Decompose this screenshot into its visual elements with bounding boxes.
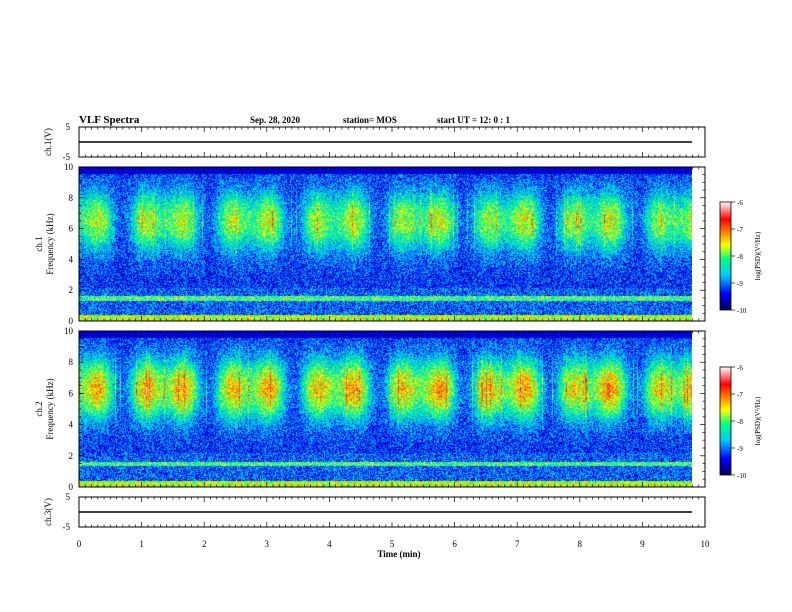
cb2ticks-label-4: -10 <box>737 472 747 480</box>
ch2-spectrogram-image <box>79 331 692 487</box>
start-time-label: start UT = 12: 0 : 1 <box>437 115 510 125</box>
ch3-waveform-ylabel: ch.3(V) <box>43 498 53 526</box>
x-tick-label-5: 5 <box>390 539 395 549</box>
spec1yticks-label-1: 2 <box>69 285 74 295</box>
x-tick-label-6: 6 <box>452 539 457 549</box>
spec2yticks-label-5: 10 <box>64 326 74 336</box>
ch1-colorbar: -6 -7 -8 -9 -10 log(PSD)(V²/Hz) <box>719 199 762 315</box>
ch2-spectrogram-ylabel-channel: ch.2Frequency (kHz) <box>34 378 55 439</box>
cb1ticks-label-3: -9 <box>737 280 743 288</box>
spec1yticks-label-2: 4 <box>69 254 74 264</box>
ch1-ytick-top: 5 <box>66 122 71 132</box>
ch1-colorbar-label: log(PSD)(V²/Hz) <box>754 231 762 280</box>
ch1-waveform-panel: 5 -5 ch.1(V) <box>43 122 706 162</box>
x-tick-label-4: 4 <box>327 539 332 549</box>
x-tick-label-9: 9 <box>640 539 645 549</box>
spec1yticks-label-3: 6 <box>69 224 74 234</box>
spec2yticks-label-4: 8 <box>69 357 74 367</box>
station-label: station= MOS <box>343 115 397 125</box>
ch2-colorbar: -6 -7 -8 -9 -10 log(PSD)(V²/Hz) <box>719 364 762 480</box>
cb1ticks-label-1: -7 <box>737 226 743 234</box>
cb1ticks-label-0: -6 <box>737 199 743 207</box>
ch1-spectrogram-ylabel-channel: ch.1Frequency (kHz) <box>34 213 55 274</box>
ch1-colorbar-gradient <box>719 201 732 311</box>
spec1yticks-label-5: 10 <box>64 162 74 172</box>
x-tick-label-0: 0 <box>77 539 82 549</box>
ch1-ytick-bottom: -5 <box>63 152 71 162</box>
figure-title: VLF Spectra <box>79 114 140 126</box>
x-tick-label-10: 10 <box>701 539 711 549</box>
ch1-spectrogram-image <box>79 167 692 321</box>
cb2ticks-label-3: -9 <box>737 445 743 453</box>
ch3-ytick-bottom: -5 <box>63 522 71 532</box>
spec2yticks-label-3: 6 <box>69 388 74 398</box>
x-tick-label-7: 7 <box>515 539 520 549</box>
spec2yticks-label-1: 2 <box>69 451 74 461</box>
spec1yticks-label-4: 8 <box>69 193 74 203</box>
x-tick-label-2: 2 <box>202 539 207 549</box>
x-tick-label-3: 3 <box>265 539 270 549</box>
ch2-spectrogram-panel: 0 2 4 6 8 10 ch.2Frequency (kHz) <box>34 326 706 492</box>
x-tick-label-8: 8 <box>578 539 583 549</box>
spec1yticks-label-0: 0 <box>69 316 74 326</box>
spec2yticks-label-0: 0 <box>69 482 74 492</box>
ch3-ytick-top: 5 <box>66 492 71 502</box>
spec2yticks-label-2: 4 <box>69 420 74 430</box>
date-label: Sep. 28, 2020 <box>250 115 301 125</box>
ch2-colorbar-label: log(PSD)(V²/Hz) <box>754 396 762 445</box>
x-axis-label: Time (min) <box>377 549 420 559</box>
ch2-colorbar-gradient <box>719 366 732 476</box>
cb1ticks-label-4: -10 <box>737 307 747 315</box>
ch1-spectrogram-panel: 0 2 4 6 8 10 ch.1Frequency (kHz) <box>34 162 706 326</box>
ch1-waveform-ylabel: ch.1(V) <box>43 128 53 156</box>
cb2ticks-label-1: -7 <box>737 391 743 399</box>
ch3-waveform-panel: 5 -5 ch.3(V) <box>43 492 706 532</box>
x-tick-label-1: 1 <box>139 539 144 549</box>
cb2ticks-label-0: -6 <box>737 364 743 372</box>
cb1ticks-label-2: -8 <box>737 253 743 261</box>
cb2ticks-label-2: -8 <box>737 418 743 426</box>
